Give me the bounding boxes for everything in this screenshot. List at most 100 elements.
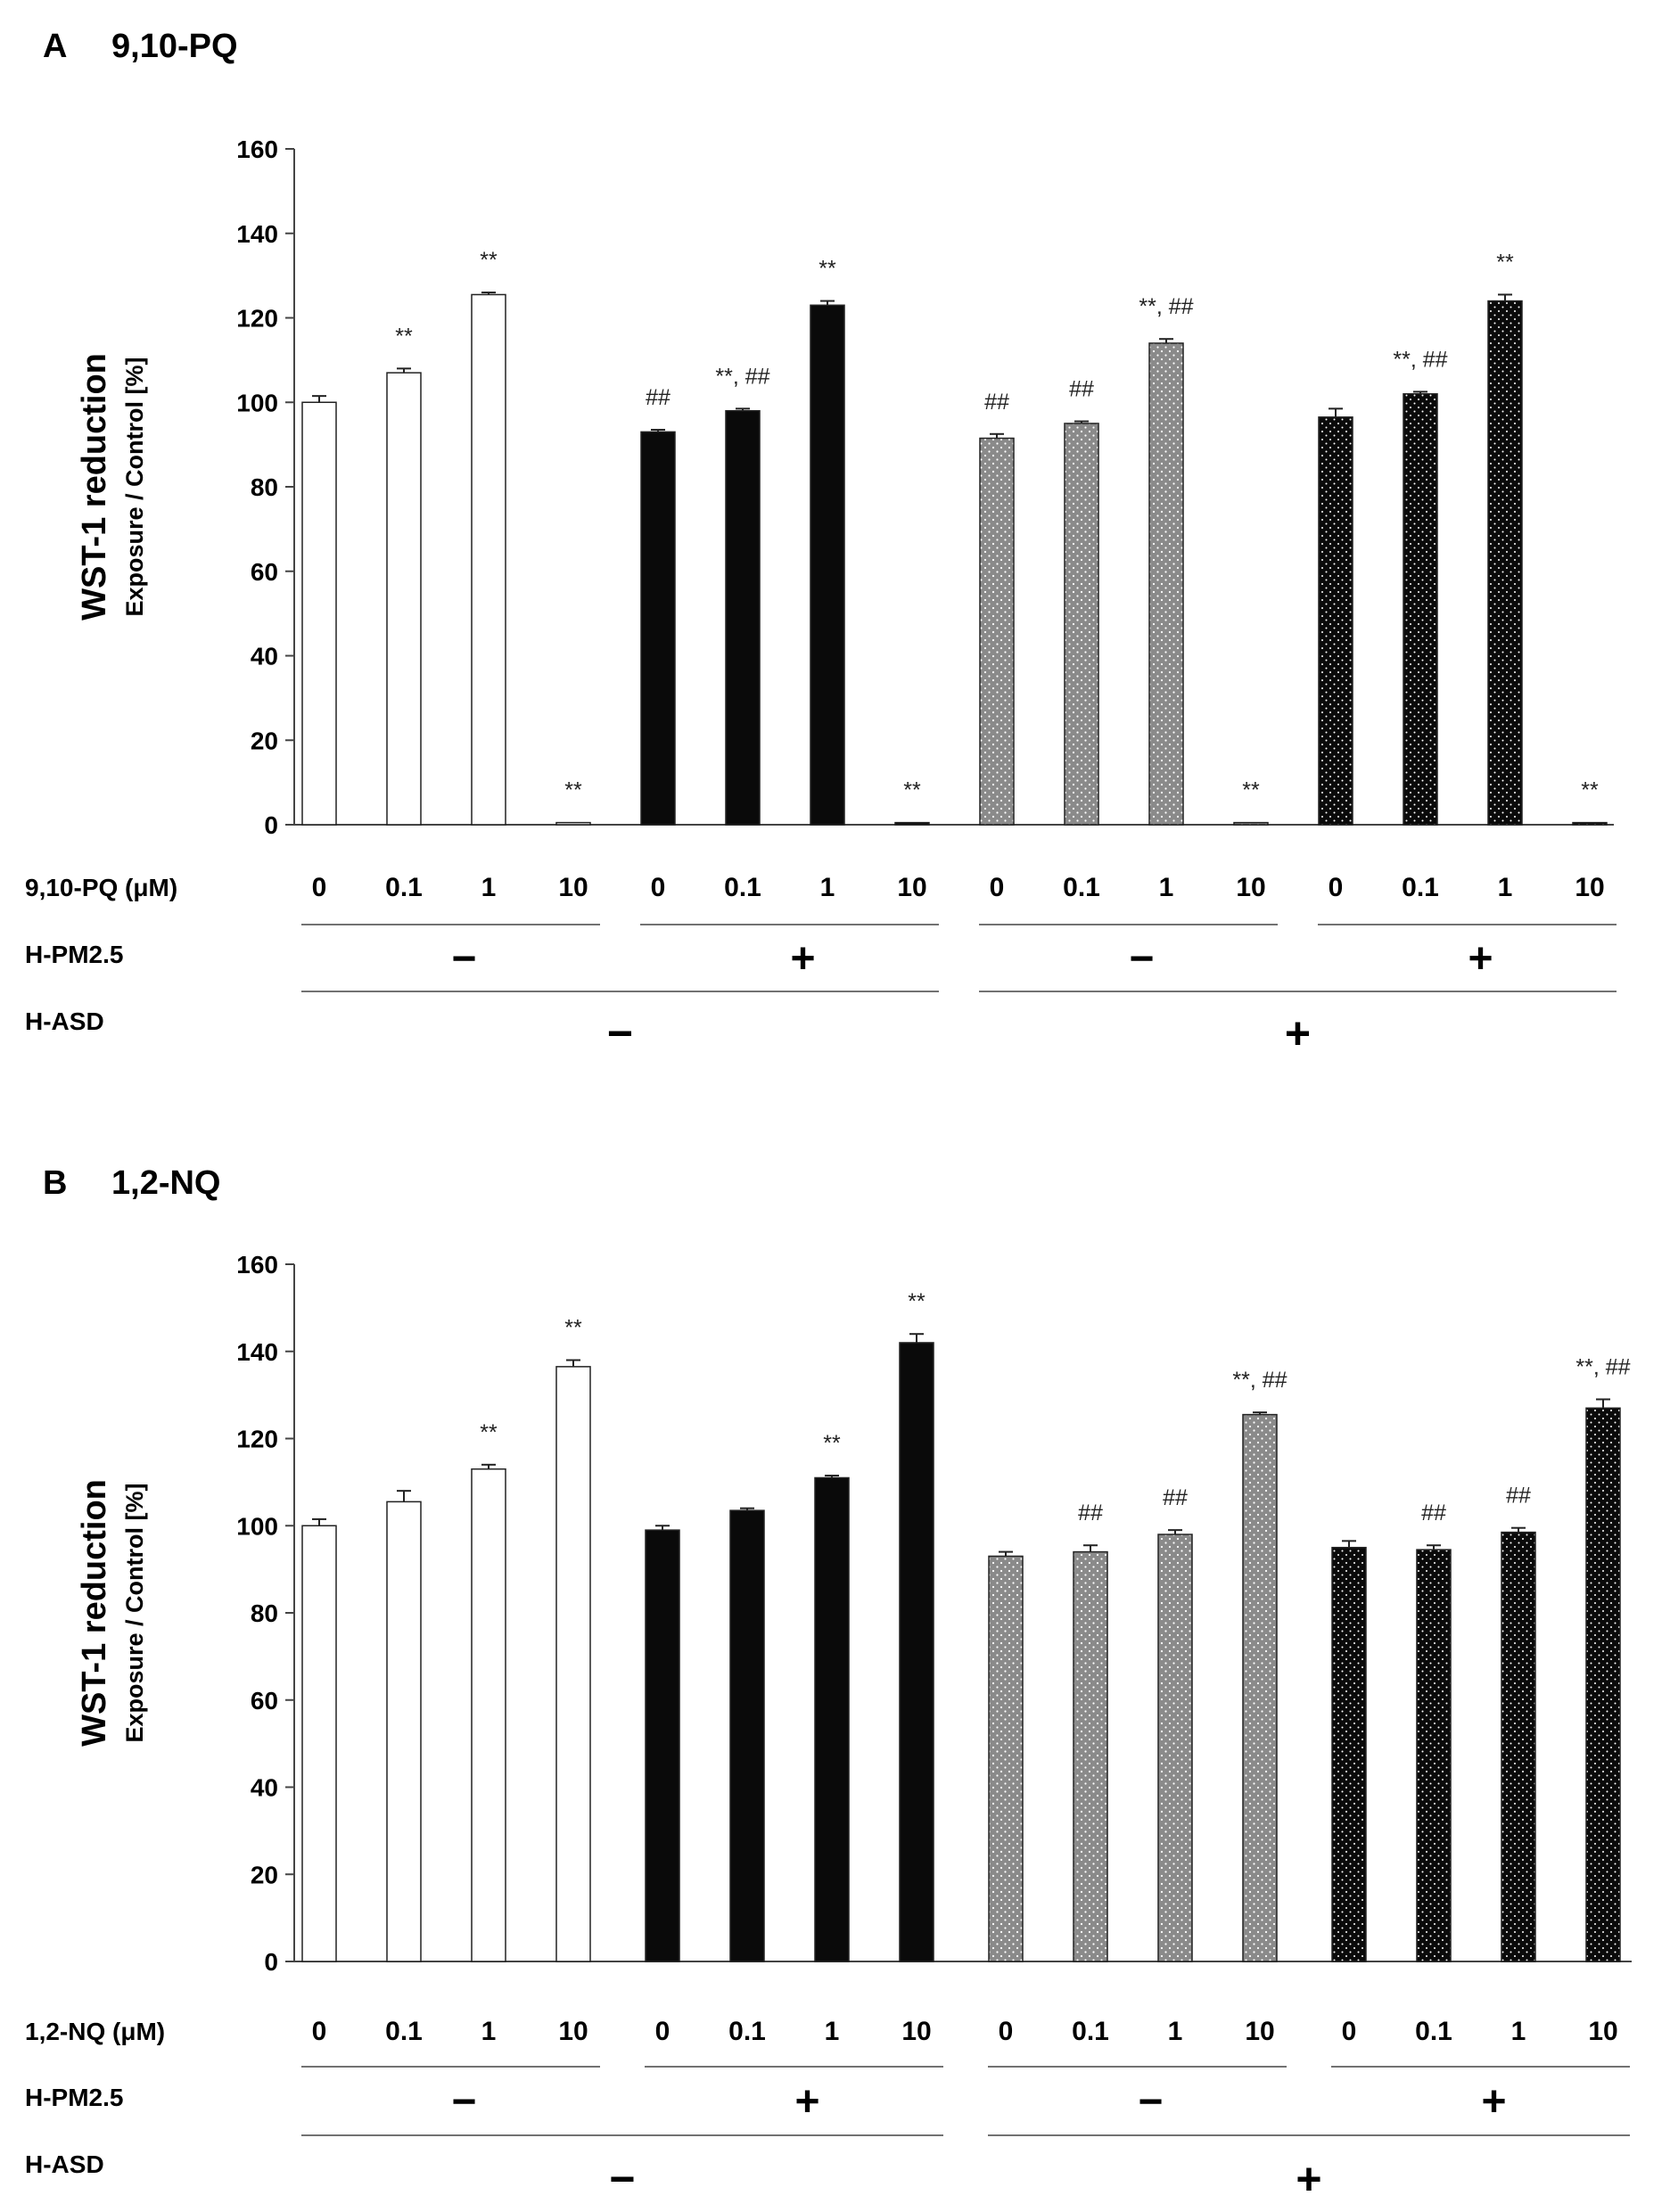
significance-label: ** [819, 257, 836, 282]
bar [1487, 300, 1523, 826]
y-tick-label: 100 [236, 389, 278, 416]
bar [894, 821, 930, 826]
bar [810, 304, 845, 826]
dose-label: 0 [312, 873, 327, 902]
y-tick-label: 140 [236, 220, 278, 248]
significance-label: ## [1163, 1485, 1188, 1510]
significance-label: ## [984, 390, 1009, 415]
bar [555, 1366, 591, 1962]
panel-letter: B [43, 1164, 67, 1202]
dose-label: 1 [481, 873, 497, 902]
row-label-compound: 1,2-NQ (μM) [25, 2018, 165, 2045]
significance-label: **, ## [715, 364, 769, 389]
significance-label: ** [395, 324, 413, 349]
dose-label: 1 [825, 2017, 840, 2046]
y-tick-label: 100 [236, 1512, 278, 1540]
panel-b: B 1,2-NQ WST-1 reduction Exposure / Control… [25, 1164, 1632, 2204]
bar [640, 431, 676, 826]
dose-label: 1 [481, 2017, 497, 2046]
significance-label: ** [1581, 778, 1599, 803]
dose-label: 0.1 [1063, 873, 1100, 902]
y-tick-label: 60 [251, 558, 278, 586]
bar [988, 1555, 1024, 1962]
significance-label: **, ## [1139, 294, 1193, 319]
y-tick-label: 0 [264, 811, 278, 839]
pm-sign: − [1129, 935, 1154, 983]
row-label-asd: H-ASD [25, 1007, 104, 1035]
dose-label: 0.1 [385, 873, 423, 902]
bar [1403, 393, 1438, 826]
y-axis-sublabel: Exposure / Control [%] [121, 1483, 148, 1742]
dose-label: 0.1 [1072, 2017, 1109, 2046]
y-tick-label: 80 [251, 1599, 278, 1627]
significance-label: **, ## [1232, 1368, 1287, 1393]
bar [471, 293, 506, 826]
y-tick-label: 0 [264, 1948, 278, 1976]
y-tick-label: 40 [251, 1774, 278, 1802]
significance-label: ## [1069, 377, 1094, 402]
dose-label: 10 [558, 2017, 588, 2046]
pm-sign: + [790, 935, 815, 983]
pm-sign: + [1468, 935, 1493, 983]
row-label-pm: H-PM2.5 [25, 2084, 123, 2111]
bar [725, 409, 761, 826]
bar [301, 401, 337, 826]
bar [814, 1476, 850, 1962]
dose-label: 0.1 [728, 2017, 766, 2046]
bar [899, 1342, 934, 1962]
dose-label: 1 [1168, 2017, 1183, 2046]
significance-label: ** [480, 1420, 498, 1445]
dose-label: 10 [1575, 873, 1604, 902]
significance-label: **, ## [1575, 1355, 1630, 1380]
significance-label: ** [564, 778, 582, 803]
dose-label: 10 [901, 2017, 931, 2046]
y-tick-label: 120 [236, 305, 278, 333]
significance-label: ## [1078, 1501, 1103, 1525]
bar [729, 1509, 765, 1962]
significance-label: **, ## [1393, 347, 1447, 372]
significance-label: ** [480, 248, 498, 273]
dose-label: 0 [1329, 873, 1344, 902]
y-tick-label: 60 [251, 1687, 278, 1715]
dose-label: 1 [1498, 873, 1513, 902]
dose-label: 0 [655, 2017, 670, 2046]
significance-label: ## [646, 385, 670, 410]
asd-sign: + [1285, 1008, 1311, 1058]
significance-label: ** [823, 1431, 841, 1456]
dose-label: 0 [651, 873, 666, 902]
significance-label: ** [1242, 778, 1260, 803]
significance-label: ** [903, 778, 921, 803]
bar [1148, 342, 1184, 826]
bar [979, 437, 1015, 826]
bar [1416, 1549, 1452, 1962]
row-label-compound: 9,10-PQ (μM) [25, 874, 177, 901]
pm-sign: + [794, 2078, 819, 2126]
dose-label: 0 [1342, 2017, 1357, 2046]
dose-label: 1 [820, 873, 835, 902]
dose-label: 1 [1159, 873, 1174, 902]
bar [1242, 1413, 1278, 1962]
dose-label: 10 [1236, 873, 1265, 902]
significance-label: ## [1421, 1501, 1446, 1525]
y-tick-label: 160 [236, 1251, 278, 1279]
bar [1501, 1531, 1536, 1962]
bar [301, 1525, 337, 1962]
pm-sign: − [451, 935, 476, 983]
asd-sign: + [1296, 2154, 1321, 2204]
y-axis-sublabel: Exposure / Control [%] [121, 357, 148, 616]
dose-label: 0.1 [1402, 873, 1439, 902]
bar [1331, 1546, 1367, 1962]
pm-sign: + [1481, 2078, 1506, 2126]
bar [1233, 821, 1269, 826]
dose-label: 10 [558, 873, 588, 902]
panel-a: A 9,10-PQ WST-1 reduction Exposure / Contro… [25, 28, 1617, 1058]
panel-title: 9,10-PQ [111, 28, 238, 65]
bar [645, 1529, 680, 1962]
bar [386, 372, 422, 826]
dose-label: 1 [1511, 2017, 1526, 2046]
pm-sign: − [1138, 2078, 1163, 2126]
dose-label: 10 [897, 873, 926, 902]
pm-sign: − [451, 2078, 476, 2126]
y-tick-label: 80 [251, 473, 278, 501]
